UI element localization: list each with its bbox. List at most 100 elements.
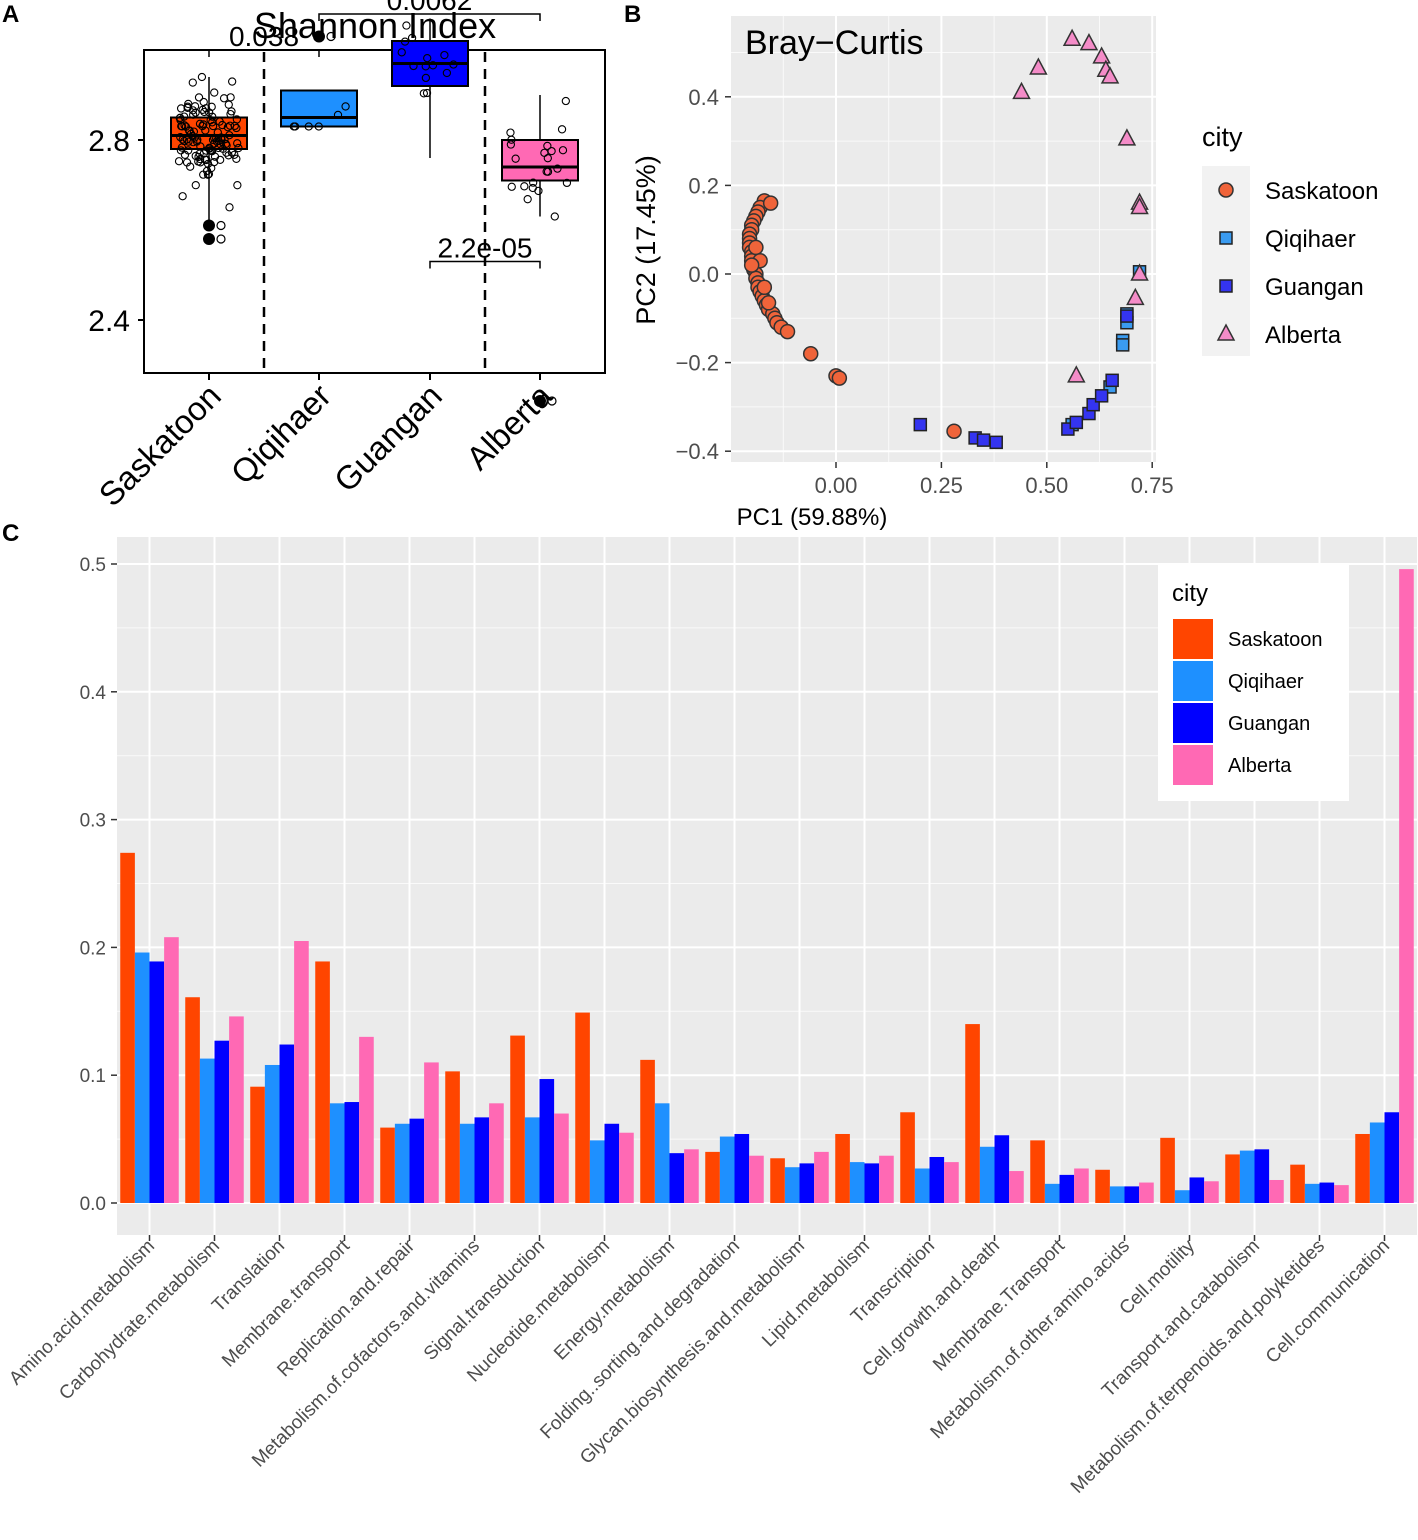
panel-b-point-guangan: [913, 417, 928, 432]
panel-c-y-tick-label: 0.1: [80, 1066, 106, 1087]
panel-a-jitter-point: [421, 73, 431, 83]
panel-c-bar-alberta: [1269, 1179, 1284, 1203]
panel-c-x-tick-label: Cell.communication: [1262, 1236, 1394, 1368]
panel-a-jitter-point: [189, 127, 199, 136]
panel-b-point-alberta: [1079, 33, 1099, 51]
panel-a-jitter-point: [419, 89, 429, 98]
panel-c-bar-alberta: [879, 1155, 894, 1203]
panel-a-jitter-point: [203, 170, 213, 179]
panel-c-bars: [120, 569, 1414, 1203]
panel-c-legend-key: [1173, 745, 1213, 785]
panel-a-jitter-point: [233, 181, 242, 190]
panel-a-jitter-point: [180, 112, 189, 121]
panel-b-grid: [731, 16, 1156, 462]
panel-c-bar-alberta: [294, 941, 309, 1203]
panel-c-legend: city Saskatoon Qiqihaer Guangan Alberta: [1158, 565, 1349, 801]
panel-a-jitter-point: [397, 48, 406, 57]
panel-a-jitter-point: [507, 135, 516, 144]
panel-a-jitter-point: [208, 135, 218, 145]
panel-a-comparison-pvalue: 2.2e-05: [438, 233, 533, 264]
panel-b-x-tick-label: 0.00: [815, 473, 858, 498]
panel-b-legend-label: Qiqihaer: [1265, 226, 1356, 253]
panel-b-point-alberta: [1117, 128, 1137, 146]
panel-c-bar-alberta: [684, 1149, 699, 1203]
panel-c-bar-saskatoon: [1355, 1133, 1370, 1203]
panel-c-bar-qiqihaer: [524, 1117, 540, 1203]
panel-a-jitter-point: [232, 154, 241, 163]
panel-c-bar-alberta: [1139, 1182, 1154, 1203]
panel-c-y-tick-label: 0.0: [80, 1194, 106, 1215]
panel-b-x-tick-label: 0.75: [1131, 473, 1174, 498]
panel-a-jitter-point: [182, 158, 192, 167]
panel-a-jitter-point: [314, 122, 323, 131]
panel-a-boxes: [170, 18, 579, 407]
panel-a-box: [280, 89, 358, 128]
panel-a-jitter-point: [180, 121, 189, 130]
panel-c-bar-alberta: [1009, 1171, 1024, 1203]
panel-c-legend-title: city: [1172, 580, 1208, 607]
panel-c-bar-guangan: [344, 1102, 360, 1203]
panel-a-jitter-point: [232, 115, 242, 124]
panel-b-y-tick-label: 0.4: [688, 85, 719, 110]
panel-a-jitter-point: [223, 123, 233, 132]
panel-c-bar-qiqihaer: [719, 1136, 735, 1203]
panel-b-point-saskatoon: [760, 295, 777, 311]
panel-b-label: B: [624, 1, 641, 28]
panel-c-x-tick-label: Signal.transduction: [420, 1236, 549, 1365]
panel-c-bar-guangan: [1124, 1186, 1140, 1203]
panel-b-y-label: PC2 (17.45%): [631, 155, 661, 325]
panel-c-bar-guangan: [214, 1040, 230, 1203]
panel-c-bar-alberta: [944, 1162, 959, 1203]
panel-a-title: Shannon Index: [254, 5, 496, 46]
panel-c-legend-label: Saskatoon: [1228, 629, 1323, 651]
panel-b-point-alberta: [1062, 28, 1082, 46]
panel-b-point-guangan: [1094, 389, 1109, 403]
panel-a-jitter-point: [225, 121, 235, 130]
panel-a-jitter-point: [206, 116, 215, 125]
panel-c-bar-saskatoon: [770, 1158, 785, 1203]
panel-c-y-tick-label: 0.3: [80, 811, 106, 832]
panel-c-bar-saskatoon: [1160, 1137, 1175, 1203]
panel-c-bar-qiqihaer: [394, 1123, 410, 1203]
panel-a-comparison-pvalue: 0.038: [229, 21, 299, 52]
panel-b-title: Bray−Curtis: [745, 24, 924, 62]
panel-a-jitter-point: [224, 151, 233, 160]
panel-c-legend-label: Alberta: [1228, 755, 1292, 777]
panel-a-jitter-point: [421, 62, 430, 71]
panel-b-point-guangan: [1069, 415, 1084, 430]
panel-b-point-qiqihaer: [1115, 338, 1130, 352]
panel-a-jitter-point: [206, 146, 215, 155]
panel-c-legend-key: [1173, 703, 1213, 743]
panel-c-y-tick-label: 0.5: [80, 555, 106, 576]
panel-a-jitter-point: [543, 154, 552, 163]
panel-a-comparison-pvalue: 0.0062: [387, 0, 473, 16]
panel-a-jitter-point: [449, 60, 458, 69]
panel-a-jitter-point: [210, 88, 219, 97]
panel-a-jitter-point: [175, 113, 184, 123]
panel-c-bar-saskatoon: [445, 1071, 460, 1203]
panel-a-jitter-point: [195, 154, 205, 164]
panel-a-jitter-point: [176, 104, 186, 113]
panel-a-outlier-jitter: [216, 220, 226, 231]
panel-c-bar-saskatoon: [1030, 1140, 1045, 1203]
panel-b-point-saskatoon: [831, 370, 848, 386]
panel-c-bar-alberta: [229, 1016, 244, 1203]
panel-c-x-tick-label: Energy.metabolism: [550, 1236, 679, 1365]
panel-c-legend-key: [1173, 661, 1213, 701]
panel-a-label: A: [2, 1, 19, 28]
panel-a-jitter-point: [442, 68, 452, 78]
panel-c-bar-saskatoon: [185, 997, 200, 1203]
panel-a-jitter-point: [174, 157, 184, 166]
panel-c-bar-saskatoon: [640, 1059, 655, 1203]
panel-b-point-alberta: [1012, 81, 1031, 100]
panel-a-jitter-point: [201, 104, 211, 113]
panel-a-y-axis: 2.42.83.23.6: [88, 125, 144, 338]
panel-c-bar-qiqihaer: [459, 1123, 475, 1203]
panel-b-point-guangan: [1120, 309, 1134, 323]
panel-b-point-alberta: [1100, 66, 1120, 84]
panel-b-legend-key: [1219, 231, 1233, 245]
panel-b-y-tick-label: −0.2: [676, 351, 719, 376]
panel-c-bar-saskatoon: [120, 852, 135, 1203]
panel-a-jitter-point: [200, 107, 209, 117]
panel-c-bar-qiqihaer: [199, 1058, 215, 1203]
